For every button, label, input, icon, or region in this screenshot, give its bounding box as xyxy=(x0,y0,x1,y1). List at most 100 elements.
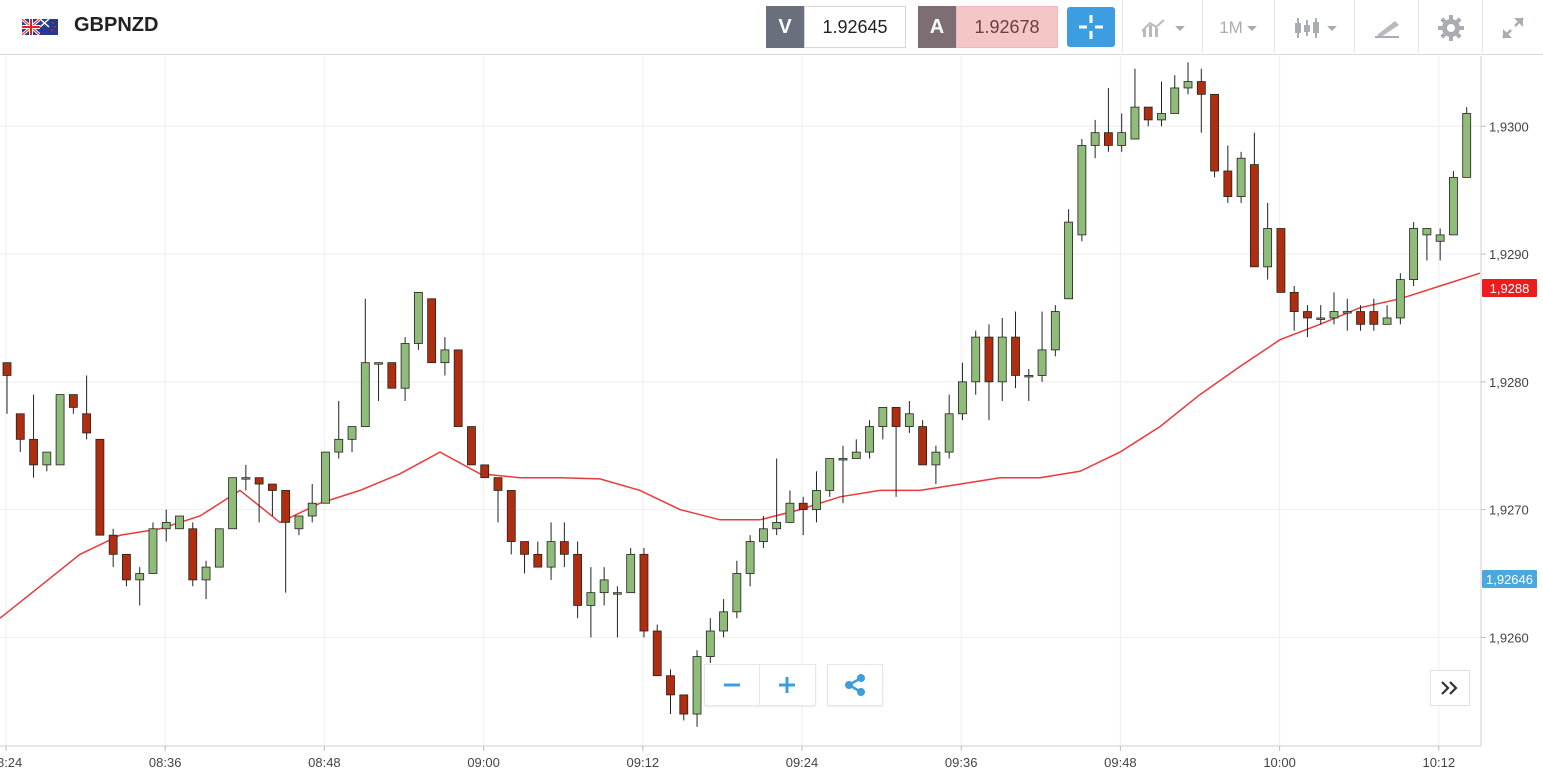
moving-average xyxy=(0,272,1481,619)
candle-body xyxy=(573,553,583,606)
candle-body xyxy=(334,438,344,453)
candle-bull xyxy=(613,586,622,638)
candle-body xyxy=(997,336,1007,383)
candle-bull xyxy=(758,516,768,548)
candle-bull xyxy=(214,528,224,568)
crosshair-button[interactable] xyxy=(1067,7,1115,47)
candle-bull xyxy=(944,394,954,459)
candle-bull xyxy=(1117,113,1127,152)
candle-body xyxy=(705,630,715,657)
candle-body xyxy=(639,553,649,632)
candle-body xyxy=(175,515,184,530)
candle-bear xyxy=(267,483,277,516)
candle-body xyxy=(1303,311,1312,319)
bid-price[interactable]: 1.92645 xyxy=(804,6,906,48)
candle-bull xyxy=(1130,68,1140,140)
candle-body xyxy=(95,438,105,536)
candle-bear xyxy=(1223,145,1233,203)
candle-bull xyxy=(241,464,251,491)
symbol-title: GBPNZD xyxy=(74,14,159,36)
fullscreen-button[interactable] xyxy=(1482,0,1543,55)
candle-body xyxy=(1356,311,1365,325)
candle-body xyxy=(1064,221,1073,300)
candle-body xyxy=(785,502,795,523)
candle-body xyxy=(758,528,768,542)
candle-bull xyxy=(626,547,636,594)
candle-body xyxy=(1024,375,1034,378)
candle-body xyxy=(108,534,118,555)
candle-bear xyxy=(1196,68,1206,133)
candle-bull xyxy=(135,567,145,606)
candle-body xyxy=(1276,228,1286,293)
scroll-right-button[interactable] xyxy=(1430,670,1470,706)
chart-type-button[interactable] xyxy=(1274,0,1354,55)
candle-body xyxy=(1316,317,1326,320)
candle-bull xyxy=(1170,75,1180,114)
candle-body xyxy=(918,426,928,466)
zoom-out-button[interactable] xyxy=(705,665,760,705)
fullscreen-icon xyxy=(1502,16,1524,39)
indicators-button[interactable] xyxy=(1122,0,1202,55)
y-tick-label: 1,9290 xyxy=(1489,247,1529,262)
flag-icon xyxy=(22,19,58,35)
candle-bull xyxy=(148,522,158,574)
candle-bull xyxy=(745,535,755,587)
candle-bull xyxy=(1329,292,1339,325)
candle-bull xyxy=(42,451,52,472)
candle-body xyxy=(135,573,145,581)
candle-bear xyxy=(918,420,928,466)
candle-body xyxy=(307,502,317,517)
bid-label[interactable]: V xyxy=(766,6,804,48)
candle-bull xyxy=(334,401,344,459)
timeframe-selector[interactable]: 1M xyxy=(1202,0,1274,55)
ask-label[interactable]: A xyxy=(918,6,956,48)
candle-body xyxy=(745,541,755,574)
candle-body xyxy=(360,362,370,427)
draw-tools-button[interactable] xyxy=(1354,0,1418,55)
candle-bull xyxy=(546,522,556,580)
candle-bear xyxy=(891,406,901,497)
candle-bear xyxy=(666,669,675,715)
gear-icon xyxy=(1437,14,1464,41)
candle-bear xyxy=(1011,311,1020,389)
settings-button[interactable] xyxy=(1418,0,1482,55)
ma-line xyxy=(0,272,1481,619)
candle-body xyxy=(2,362,12,376)
x-tick-label: 09:36 xyxy=(945,755,978,770)
x-tick-label: 09:48 xyxy=(1104,755,1137,770)
candle-bull xyxy=(321,451,330,504)
x-tick-label: 09:12 xyxy=(627,755,660,770)
share-icon xyxy=(845,674,865,696)
share-button[interactable] xyxy=(827,664,883,706)
candle-bull xyxy=(1382,305,1392,325)
candle-body xyxy=(55,394,65,466)
candle-bear xyxy=(1356,305,1365,331)
candles xyxy=(2,62,1472,727)
candle-body xyxy=(1157,113,1166,121)
candle-body xyxy=(1011,336,1020,376)
candle-bull xyxy=(719,599,728,638)
candle-body xyxy=(1183,81,1193,89)
y-axis: 1,9260 1,9270 1,9280 1,9290 1,9300 xyxy=(1481,119,1529,645)
zoom-in-button[interactable] xyxy=(760,665,814,705)
candle-bull xyxy=(1037,311,1047,382)
candle-bull xyxy=(692,650,702,727)
candle-body xyxy=(599,579,609,594)
ask-price[interactable]: 1.92678 xyxy=(956,6,1058,48)
candle-bull xyxy=(175,515,184,530)
candle-body xyxy=(161,521,171,530)
candle-bull xyxy=(599,567,609,606)
candle-bear xyxy=(281,490,291,593)
candle-body xyxy=(904,413,914,427)
candle-body xyxy=(453,349,463,427)
candle-body xyxy=(812,490,821,511)
candle-bull xyxy=(851,439,861,459)
candle-body xyxy=(1090,132,1100,146)
candle-body xyxy=(15,413,25,440)
candle-body xyxy=(321,451,330,504)
candle-body xyxy=(520,541,529,555)
candle-bear xyxy=(1249,132,1259,268)
candle-bull xyxy=(1263,202,1273,280)
x-axis: 08:24 08:36 08:48 09:00 09:12 09:24 09:36 09:48… xyxy=(0,746,1455,770)
